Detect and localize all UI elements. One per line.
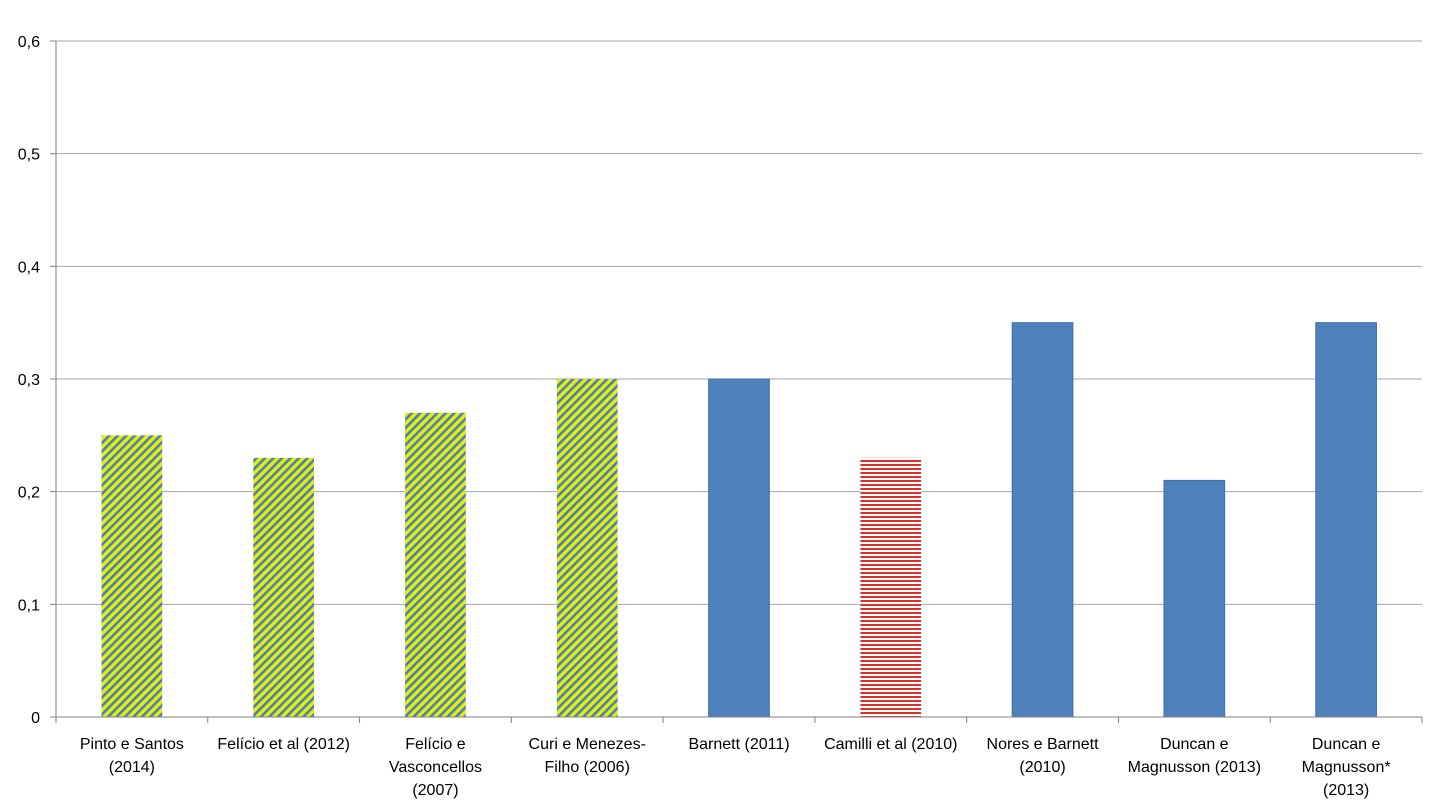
category-label: Pinto e Santos (2014) — [80, 736, 184, 776]
category-label: Barnett (2011) — [688, 736, 789, 753]
bar-6 — [860, 457, 922, 717]
y-tick-label: 0,1 — [18, 597, 40, 614]
bar-9 — [1315, 322, 1377, 718]
axes — [50, 40, 1423, 723]
bar-5 — [708, 378, 770, 718]
y-tick-label: 0,4 — [18, 259, 40, 276]
y-tick-labels: 0 0,1 0,2 0,3 0,4 0,5 0,6 — [18, 34, 40, 727]
category-label: Felício e Vasconcellos (2007) — [389, 736, 482, 799]
bar-2 — [253, 457, 315, 717]
bar-3 — [405, 412, 466, 717]
bar-8 — [1163, 479, 1226, 718]
y-tick-label: 0,3 — [18, 372, 40, 389]
bars — [101, 322, 1377, 718]
y-tick-label: 0,5 — [18, 147, 40, 164]
bar-1 — [101, 435, 163, 717]
category-label: Duncan e Magnusson (2013) — [1128, 736, 1261, 776]
category-label: Camilli et al (2010) — [824, 736, 957, 753]
category-labels: Pinto e Santos (2014) Felício et al (2012)… — [80, 736, 1391, 799]
y-tick-label: 0,2 — [18, 485, 40, 502]
category-label: Duncan e Magnusson* (2013) — [1302, 736, 1391, 799]
bar-7 — [1011, 322, 1074, 718]
bar-4 — [556, 379, 618, 717]
category-label: Curi e Menezes-Filho (2006) — [529, 736, 646, 776]
y-tick-label: 0,6 — [18, 34, 40, 51]
category-label: Nores e Barnett (2010) — [987, 736, 1100, 776]
category-label: Felício et al (2012) — [217, 736, 350, 753]
y-tick-label: 0 — [31, 710, 40, 727]
